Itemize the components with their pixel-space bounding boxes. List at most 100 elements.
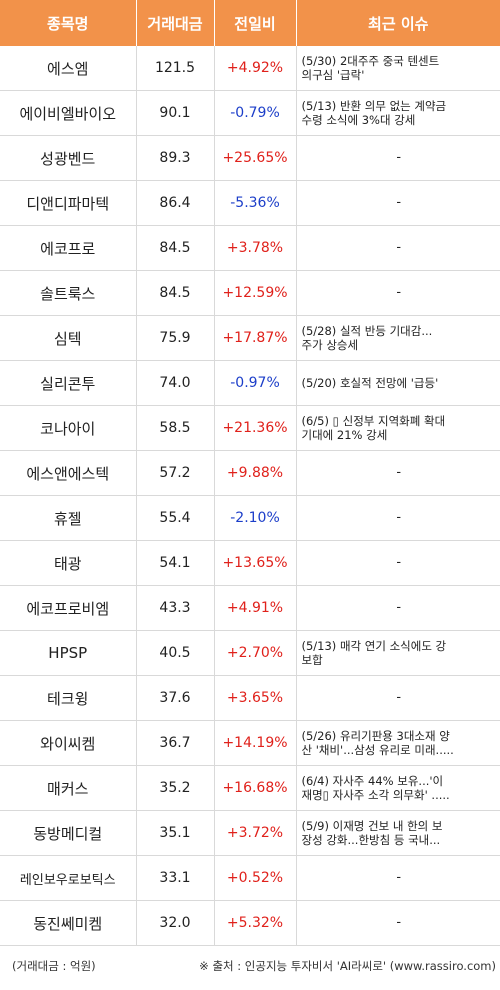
issue-line-2: 수령 소식에 3%대 강세 xyxy=(301,113,416,127)
recent-issue: - xyxy=(296,495,500,541)
issue-line-1: (5/28) 실적 반등 기대감... xyxy=(301,324,433,338)
stock-name[interactable]: 에이비엘바이오 xyxy=(0,90,137,136)
recent-issue[interactable]: (5/13) 매각 연기 소식에도 강 보합 xyxy=(296,630,500,676)
stock-name[interactable]: 성광벤드 xyxy=(0,135,137,181)
table-row: 동진쎄미켐 32.0 +5.32% - xyxy=(0,900,500,946)
table-row: 에스엠 121.5 +4.92% (5/30) 2대주주 중국 텐센트 의구심 '급락' xyxy=(0,46,500,91)
table-row: 에이비엘바이오 90.1 -0.79% (5/13) 반환 의무 없는 계약금 수령 … xyxy=(0,90,500,136)
stock-name[interactable]: 실리콘투 xyxy=(0,360,137,406)
trading-volume: 33.1 xyxy=(136,855,215,901)
stock-name[interactable]: 심텍 xyxy=(0,315,137,361)
header-name: 종목명 xyxy=(0,0,137,46)
trading-volume: 121.5 xyxy=(136,46,215,91)
issue-line-2: 보합 xyxy=(301,653,323,667)
stock-name[interactable]: 휴젤 xyxy=(0,495,137,541)
table-row: 에코프로비엠 43.3 +4.91% - xyxy=(0,585,500,631)
table-row: 성광벤드 89.3 +25.65% - xyxy=(0,135,500,181)
recent-issue[interactable]: (5/9) 이재명 건보 내 한의 보 장성 강화...한방침 등 국내... xyxy=(296,810,500,856)
issue-line-2: 기대에 21% 강세 xyxy=(301,428,388,442)
stock-name[interactable]: HPSP xyxy=(0,630,137,676)
recent-issue: - xyxy=(296,135,500,181)
table-row: 레인보우로보틱스 33.1 +0.52% - xyxy=(0,855,500,901)
price-change: +14.19% xyxy=(214,720,297,766)
price-change: +9.88% xyxy=(214,450,297,496)
issue-line-2: 의구심 '급락' xyxy=(301,68,365,82)
recent-issue: - xyxy=(296,270,500,316)
issue-line-1: (5/20) 호실적 전망에 '급등' xyxy=(301,376,439,390)
stock-name[interactable]: 레인보우로보틱스 xyxy=(0,855,137,901)
stock-name[interactable]: 동진쎄미켐 xyxy=(0,900,137,946)
trading-volume: 35.2 xyxy=(136,765,215,811)
table-body: 에스엠 121.5 +4.92% (5/30) 2대주주 중국 텐센트 의구심 '급락'… xyxy=(0,46,500,946)
recent-issue[interactable]: (6/4) 자사주 44% 보유...'이 재명▯ 자사주 소각 의무화' ...… xyxy=(296,765,500,811)
recent-issue: - xyxy=(296,225,500,271)
price-change: +0.52% xyxy=(214,855,297,901)
price-change: -5.36% xyxy=(214,180,297,226)
issue-line-1: (6/4) 자사주 44% 보유...'이 xyxy=(301,774,444,788)
recent-issue: - xyxy=(296,450,500,496)
price-change: -2.10% xyxy=(214,495,297,541)
trading-volume: 86.4 xyxy=(136,180,215,226)
stock-name[interactable]: 에코프로비엠 xyxy=(0,585,137,631)
table-row: 에스앤에스텍 57.2 +9.88% - xyxy=(0,450,500,496)
unit-note: (거래대금 : 억원) xyxy=(12,959,96,973)
table-row: 솔트룩스 84.5 +12.59% - xyxy=(0,270,500,316)
price-change: +3.65% xyxy=(214,675,297,721)
recent-issue[interactable]: (6/5) ▯ 신정부 지역화폐 확대 기대에 21% 강세 xyxy=(296,405,500,451)
recent-issue: - xyxy=(296,900,500,946)
trading-volume: 55.4 xyxy=(136,495,215,541)
stock-name[interactable]: 매커스 xyxy=(0,765,137,811)
trading-volume: 40.5 xyxy=(136,630,215,676)
stock-name[interactable]: 솔트룩스 xyxy=(0,270,137,316)
recent-issue[interactable]: (5/20) 호실적 전망에 '급등' xyxy=(296,360,500,406)
stock-name[interactable]: 동방메디컬 xyxy=(0,810,137,856)
issue-line-1: - xyxy=(396,241,402,255)
price-change: +4.91% xyxy=(214,585,297,631)
recent-issue: - xyxy=(296,540,500,586)
trading-volume: 84.5 xyxy=(136,225,215,271)
issue-line-1: - xyxy=(396,916,402,930)
stock-name[interactable]: 태광 xyxy=(0,540,137,586)
price-change: +16.68% xyxy=(214,765,297,811)
price-change: -0.79% xyxy=(214,90,297,136)
issue-line-1: - xyxy=(396,466,402,480)
stock-name[interactable]: 코나아이 xyxy=(0,405,137,451)
issue-line-2: 주가 상승세 xyxy=(301,338,359,352)
stock-name[interactable]: 테크윙 xyxy=(0,675,137,721)
stock-name[interactable]: 디앤디파마텍 xyxy=(0,180,137,226)
issue-line-1: - xyxy=(396,691,402,705)
trading-volume: 37.6 xyxy=(136,675,215,721)
issue-line-1: (5/9) 이재명 건보 내 한의 보 xyxy=(301,819,443,833)
stock-name[interactable]: 와이씨켐 xyxy=(0,720,137,766)
table-row: 휴젤 55.4 -2.10% - xyxy=(0,495,500,541)
recent-issue[interactable]: (5/28) 실적 반등 기대감... 주가 상승세 xyxy=(296,315,500,361)
price-change: +25.65% xyxy=(214,135,297,181)
trading-volume: 75.9 xyxy=(136,315,215,361)
table-row: 태광 54.1 +13.65% - xyxy=(0,540,500,586)
recent-issue[interactable]: (5/13) 반환 의무 없는 계약금 수령 소식에 3%대 강세 xyxy=(296,90,500,136)
price-change: +13.65% xyxy=(214,540,297,586)
price-change: +4.92% xyxy=(214,46,297,91)
recent-issue[interactable]: (5/30) 2대주주 중국 텐센트 의구심 '급락' xyxy=(296,46,500,91)
recent-issue: - xyxy=(296,585,500,631)
trading-volume: 32.0 xyxy=(136,900,215,946)
issue-line-1: (5/13) 매각 연기 소식에도 강 xyxy=(301,639,447,653)
stock-name[interactable]: 에스앤에스텍 xyxy=(0,450,137,496)
issue-line-1: - xyxy=(396,601,402,615)
stock-name[interactable]: 에스엠 xyxy=(0,46,137,91)
issue-line-1: - xyxy=(396,556,402,570)
issue-line-2: 산 '채비'...삼성 유리로 미래..... xyxy=(301,743,454,757)
stock-name[interactable]: 에코프로 xyxy=(0,225,137,271)
header-issue: 최근 이슈 xyxy=(296,0,500,46)
issue-line-1: (5/26) 유리기판용 3대소재 양 xyxy=(301,729,450,743)
issue-line-1: (5/13) 반환 의무 없는 계약금 xyxy=(301,99,447,113)
table-row: 테크윙 37.6 +3.65% - xyxy=(0,675,500,721)
price-change: +5.32% xyxy=(214,900,297,946)
header-change: 전일비 xyxy=(214,0,297,46)
issue-line-2: 재명▯ 자사주 소각 의무화' ..... xyxy=(301,788,450,802)
recent-issue: - xyxy=(296,855,500,901)
recent-issue: - xyxy=(296,180,500,226)
